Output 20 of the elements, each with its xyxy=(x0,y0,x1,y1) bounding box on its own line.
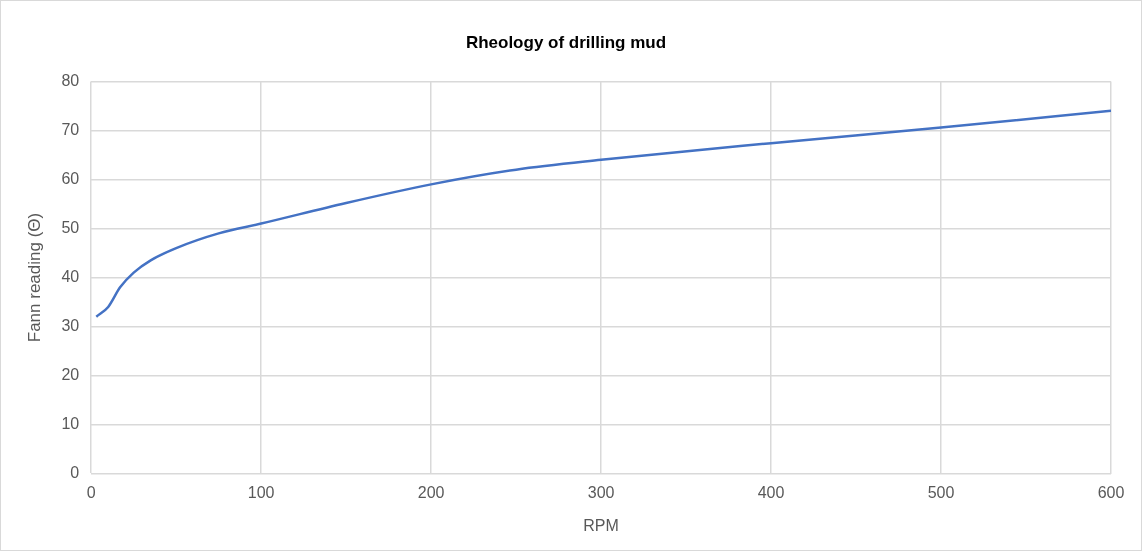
x-tick-label: 200 xyxy=(417,483,445,501)
y-tick-label: 40 xyxy=(61,267,80,285)
y-tick-label: 50 xyxy=(61,218,80,236)
y-tick-label: 20 xyxy=(61,365,80,383)
y-tick-label: 70 xyxy=(61,120,80,138)
x-tick-label: 500 xyxy=(927,483,955,501)
y-tick-label: 80 xyxy=(61,71,80,89)
x-tick-label: 400 xyxy=(757,483,785,501)
x-tick-label: 100 xyxy=(247,483,275,501)
line-series xyxy=(95,109,1111,318)
y-tick-label: 60 xyxy=(61,169,80,187)
y-tick-label: 10 xyxy=(61,414,80,432)
x-tick-label: 0 xyxy=(86,483,96,501)
y-axis-title: Fann reading (Θ) xyxy=(24,212,44,343)
x-tick-label: 300 xyxy=(587,483,615,501)
chart-title: Rheology of drilling mud xyxy=(465,32,667,52)
x-tick-label: 600 xyxy=(1097,483,1125,501)
y-tick-label: 30 xyxy=(61,316,80,334)
y-tick-label: 0 xyxy=(70,464,80,482)
x-axis-title: RPM xyxy=(583,516,619,534)
